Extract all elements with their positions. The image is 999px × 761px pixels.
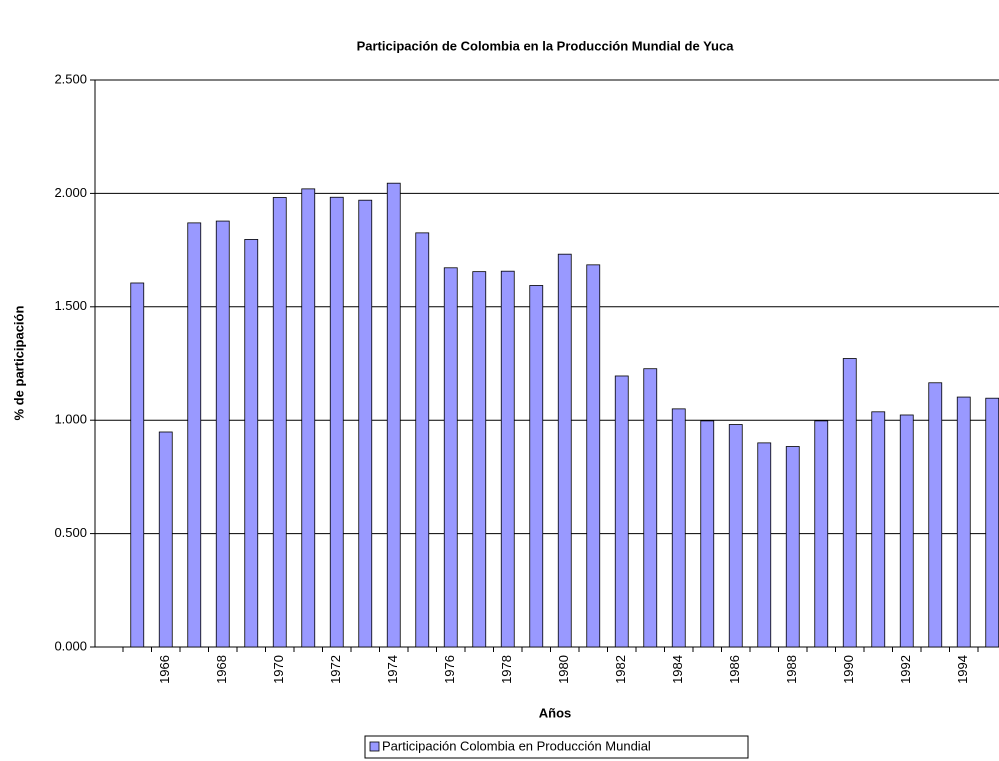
y-axis-title: % de participación <box>11 306 26 421</box>
bar <box>215 220 230 648</box>
x-tick-label: 1986 <box>727 655 742 684</box>
x-tick-label: 1988 <box>784 655 799 684</box>
x-tick-label: 1984 <box>670 655 685 684</box>
y-tick-label: 1.500 <box>54 298 87 313</box>
bar <box>728 424 743 648</box>
legend-label: Participación Colombia en Producción Mun… <box>382 738 651 753</box>
y-tick-label: 0.000 <box>54 638 87 653</box>
bar <box>301 188 316 648</box>
chart-title: Participación de Colombia en la Producci… <box>357 38 735 53</box>
bar <box>443 267 458 648</box>
bar <box>472 271 487 648</box>
y-tick-label: 0.500 <box>54 525 87 540</box>
bar <box>871 411 886 648</box>
bar <box>956 396 971 648</box>
bar <box>785 446 800 648</box>
bar <box>130 282 145 648</box>
bar <box>386 182 401 648</box>
bar <box>557 253 572 648</box>
x-tick-label: 1980 <box>556 655 571 684</box>
bar <box>529 285 544 648</box>
y-tick-label: 1.000 <box>54 412 87 427</box>
x-tick-label: 1970 <box>271 655 286 684</box>
bar <box>358 199 373 648</box>
x-tick-label: 1974 <box>385 655 400 684</box>
bar <box>899 414 914 648</box>
legend-swatch <box>369 741 380 752</box>
bar <box>158 431 173 648</box>
x-tick-label: 1966 <box>157 655 172 684</box>
bar <box>700 420 715 648</box>
x-tick-label: 1990 <box>841 655 856 684</box>
bar <box>329 196 344 648</box>
x-tick-label: 1982 <box>613 655 628 684</box>
bar <box>643 368 658 648</box>
bar <box>985 397 999 648</box>
x-tick-label: 1992 <box>898 655 913 684</box>
bar <box>928 382 943 648</box>
bar <box>500 270 515 648</box>
x-tick-label: 1968 <box>214 655 229 684</box>
bar <box>842 358 857 648</box>
bar <box>415 232 430 648</box>
x-axis-title: Años <box>539 705 572 720</box>
x-tick-label: 1978 <box>499 655 514 684</box>
bar <box>614 375 629 648</box>
bar <box>814 420 829 648</box>
x-tick-label: 1994 <box>955 655 970 684</box>
bar <box>244 239 259 648</box>
y-tick-label: 2.500 <box>54 71 87 86</box>
bar <box>187 222 202 648</box>
bar <box>757 442 772 648</box>
y-tick-label: 2.000 <box>54 185 87 200</box>
legend-box <box>364 735 749 759</box>
bar <box>272 197 287 648</box>
x-tick-label: 1972 <box>328 655 343 684</box>
x-tick-label: 1976 <box>442 655 457 684</box>
bar <box>586 264 601 648</box>
bar <box>671 408 686 648</box>
